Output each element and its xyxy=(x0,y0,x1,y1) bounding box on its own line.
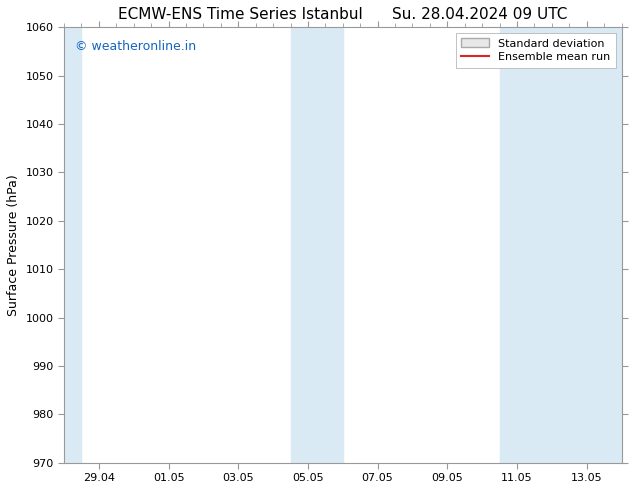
Y-axis label: Surface Pressure (hPa): Surface Pressure (hPa) xyxy=(7,174,20,316)
Bar xyxy=(534,27,621,463)
Bar xyxy=(500,27,534,463)
Text: © weatheronline.in: © weatheronline.in xyxy=(75,40,197,53)
Bar xyxy=(290,27,325,463)
Bar xyxy=(325,27,343,463)
Bar xyxy=(64,27,81,463)
Legend: Standard deviation, Ensemble mean run: Standard deviation, Ensemble mean run xyxy=(456,33,616,68)
Title: ECMW-ENS Time Series Istanbul      Su. 28.04.2024 09 UTC: ECMW-ENS Time Series Istanbul Su. 28.04.… xyxy=(118,7,567,22)
